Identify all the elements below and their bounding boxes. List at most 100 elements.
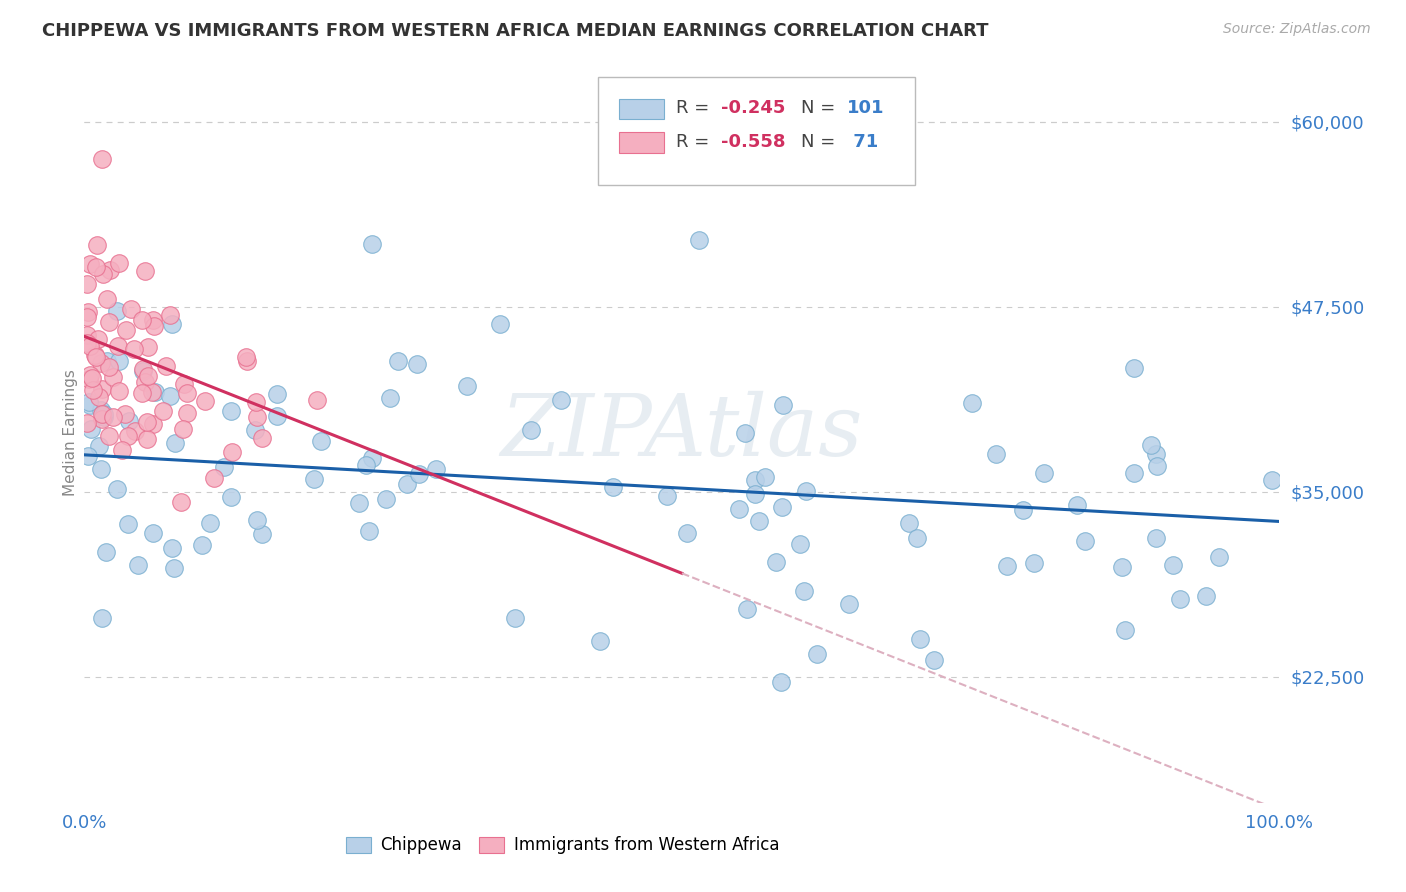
Point [93, 267, 115, 281]
Point [86, 237, 108, 252]
Point [172, 422, 194, 436]
Point [82, 383, 104, 397]
Point [96, 292, 118, 306]
Point [519, 423, 541, 437]
Text: Source: ZipAtlas.com: Source: ZipAtlas.com [1223, 22, 1371, 37]
FancyBboxPatch shape [619, 132, 664, 153]
Text: N =: N = [801, 134, 841, 152]
Point [117, 429, 139, 443]
Point [96, 354, 118, 368]
Point [908, 632, 931, 647]
Point [309, 434, 332, 448]
Point [76, 310, 98, 325]
Point [1011, 502, 1033, 516]
Point [80, 370, 103, 384]
Point [1122, 361, 1144, 376]
Point [765, 555, 787, 569]
Point [134, 264, 156, 278]
Text: R =: R = [676, 134, 714, 152]
Point [160, 317, 183, 331]
Point [131, 364, 153, 378]
Point [734, 425, 756, 440]
Point [86, 260, 108, 274]
Point [772, 397, 794, 411]
Point [924, 653, 946, 667]
Point [360, 451, 382, 466]
Point [170, 495, 193, 509]
Point [120, 301, 142, 316]
Point [117, 516, 139, 531]
Point [107, 339, 129, 353]
Point [163, 436, 186, 450]
Text: N =: N = [801, 99, 841, 118]
Y-axis label: Median Earnings: Median Earnings [63, 369, 77, 496]
Point [735, 601, 758, 615]
Point [93, 407, 115, 421]
Point [688, 233, 710, 247]
Point [357, 524, 380, 538]
Point [94, 545, 117, 559]
Point [200, 516, 222, 530]
Point [107, 384, 129, 399]
Point [838, 597, 860, 611]
Text: 71: 71 [846, 134, 879, 152]
Point [676, 525, 699, 540]
Point [136, 340, 159, 354]
Point [387, 354, 409, 368]
Point [124, 424, 146, 438]
Point [176, 386, 198, 401]
Point [984, 447, 1007, 461]
Point [655, 489, 678, 503]
Text: -0.558: -0.558 [721, 134, 786, 152]
Point [246, 513, 269, 527]
Point [173, 377, 195, 392]
Point [77, 394, 100, 409]
Point [266, 409, 288, 424]
Point [488, 317, 510, 331]
Point [221, 404, 243, 418]
Point [456, 379, 478, 393]
Point [744, 487, 766, 501]
Point [770, 500, 793, 515]
Point [1022, 556, 1045, 570]
Point [1073, 533, 1095, 548]
Point [236, 354, 259, 368]
Point [235, 350, 257, 364]
Point [744, 473, 766, 487]
Point [145, 385, 167, 400]
Point [105, 304, 128, 318]
Point [131, 312, 153, 326]
Point [91, 407, 114, 421]
Point [1208, 549, 1230, 564]
Point [754, 470, 776, 484]
Point [160, 541, 183, 555]
Point [194, 394, 217, 409]
Point [748, 514, 770, 528]
Point [1161, 558, 1184, 572]
Point [214, 459, 236, 474]
Point [770, 675, 793, 690]
Point [995, 559, 1018, 574]
Point [1195, 589, 1218, 603]
Point [132, 362, 155, 376]
Point [90, 402, 112, 417]
Point [118, 414, 141, 428]
Point [87, 390, 110, 404]
Point [789, 537, 811, 551]
Point [354, 458, 377, 472]
Point [347, 496, 370, 510]
Point [105, 482, 128, 496]
Point [79, 372, 101, 386]
Point [219, 490, 242, 504]
Point [98, 360, 121, 375]
Point [252, 431, 274, 445]
Text: ZIPAtlas: ZIPAtlas [501, 392, 863, 474]
Point [1146, 459, 1168, 474]
Point [1168, 592, 1191, 607]
Point [602, 480, 624, 494]
Point [90, 382, 112, 396]
Point [408, 467, 430, 482]
Point [79, 339, 101, 353]
Point [378, 391, 401, 405]
Point [142, 312, 165, 326]
